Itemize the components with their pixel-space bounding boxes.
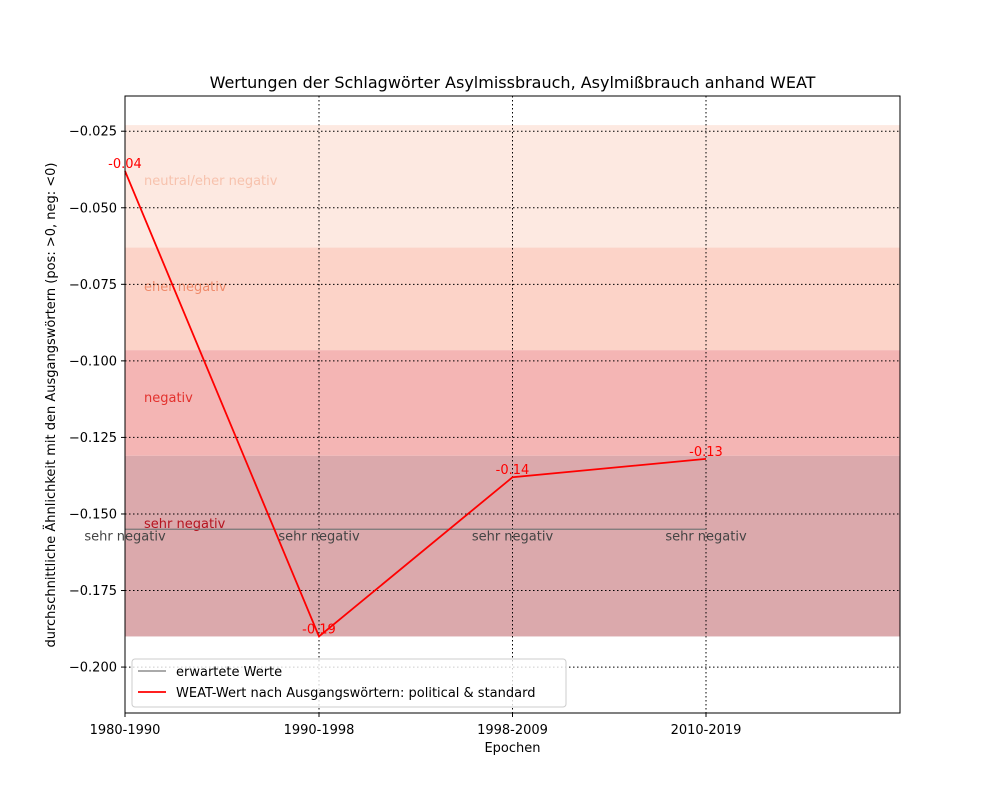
series-lines [124, 170, 707, 638]
data-label-0-1: sehr negativ [278, 529, 360, 544]
band-0 [125, 125, 900, 248]
y-tick-label-5: −0.150 [69, 507, 117, 522]
band-label-1: eher negativ [144, 280, 227, 295]
y-tick-label-1: −0.050 [69, 201, 117, 216]
chart-title: Wertungen der Schlagwörter Asylmissbrauc… [210, 73, 816, 92]
band-3 [125, 455, 900, 637]
x-tick-label-0: 1980-1990 [90, 723, 161, 738]
y-tick-label-0: −0.025 [69, 125, 117, 140]
band-label-3: sehr negativ [144, 517, 226, 532]
data-label-0-2: sehr negativ [472, 529, 554, 544]
x-tick-label-2: 1998-2009 [477, 723, 548, 738]
band-1 [125, 247, 900, 351]
band-label-2: negativ [144, 391, 193, 406]
y-axis-label: durchschnittliche Ähnlichkeit mit den Au… [43, 162, 59, 647]
y-axis-ticks: −0.025 −0.050 −0.075 −0.100 −0.125 −0.150 −0.1… [69, 125, 125, 676]
y-tick-label-2: −0.075 [69, 278, 117, 293]
y-tick-label-3: −0.100 [69, 354, 117, 369]
legend-box [131, 658, 567, 708]
legend: erwartete Werte WEAT-Wert nach Ausgangswö… [131, 658, 567, 708]
rating-band-labels: neutral/eher negativ eher negativ negativ s… [144, 174, 278, 532]
y-tick-label-4: −0.125 [69, 431, 117, 446]
data-label-1-2: -0.14 [496, 463, 530, 478]
rating-bands [125, 125, 900, 637]
legend-label-1: WEAT-Wert nach Ausgangswörtern: politica… [176, 686, 535, 701]
band-2 [125, 350, 900, 456]
legend-label-0: erwartete Werte [176, 665, 282, 680]
x-tick-label-3: 2010-2019 [671, 723, 742, 738]
x-axis-ticks: 1980-1990 1990-1998 1998-2009 2010-2019 [90, 713, 742, 738]
data-label-1-1: -0.19 [302, 622, 336, 637]
data-label-0-3: sehr negativ [665, 529, 747, 544]
series-line-1 [124, 170, 707, 638]
x-axis-label: Epochen [484, 741, 540, 756]
x-tick-label-1: 1990-1998 [284, 723, 355, 738]
data-label-1-3: -0.13 [689, 445, 723, 460]
y-tick-label-6: −0.175 [69, 584, 117, 599]
y-tick-label-7: −0.200 [69, 661, 117, 676]
band-label-0: neutral/eher negativ [144, 174, 278, 189]
